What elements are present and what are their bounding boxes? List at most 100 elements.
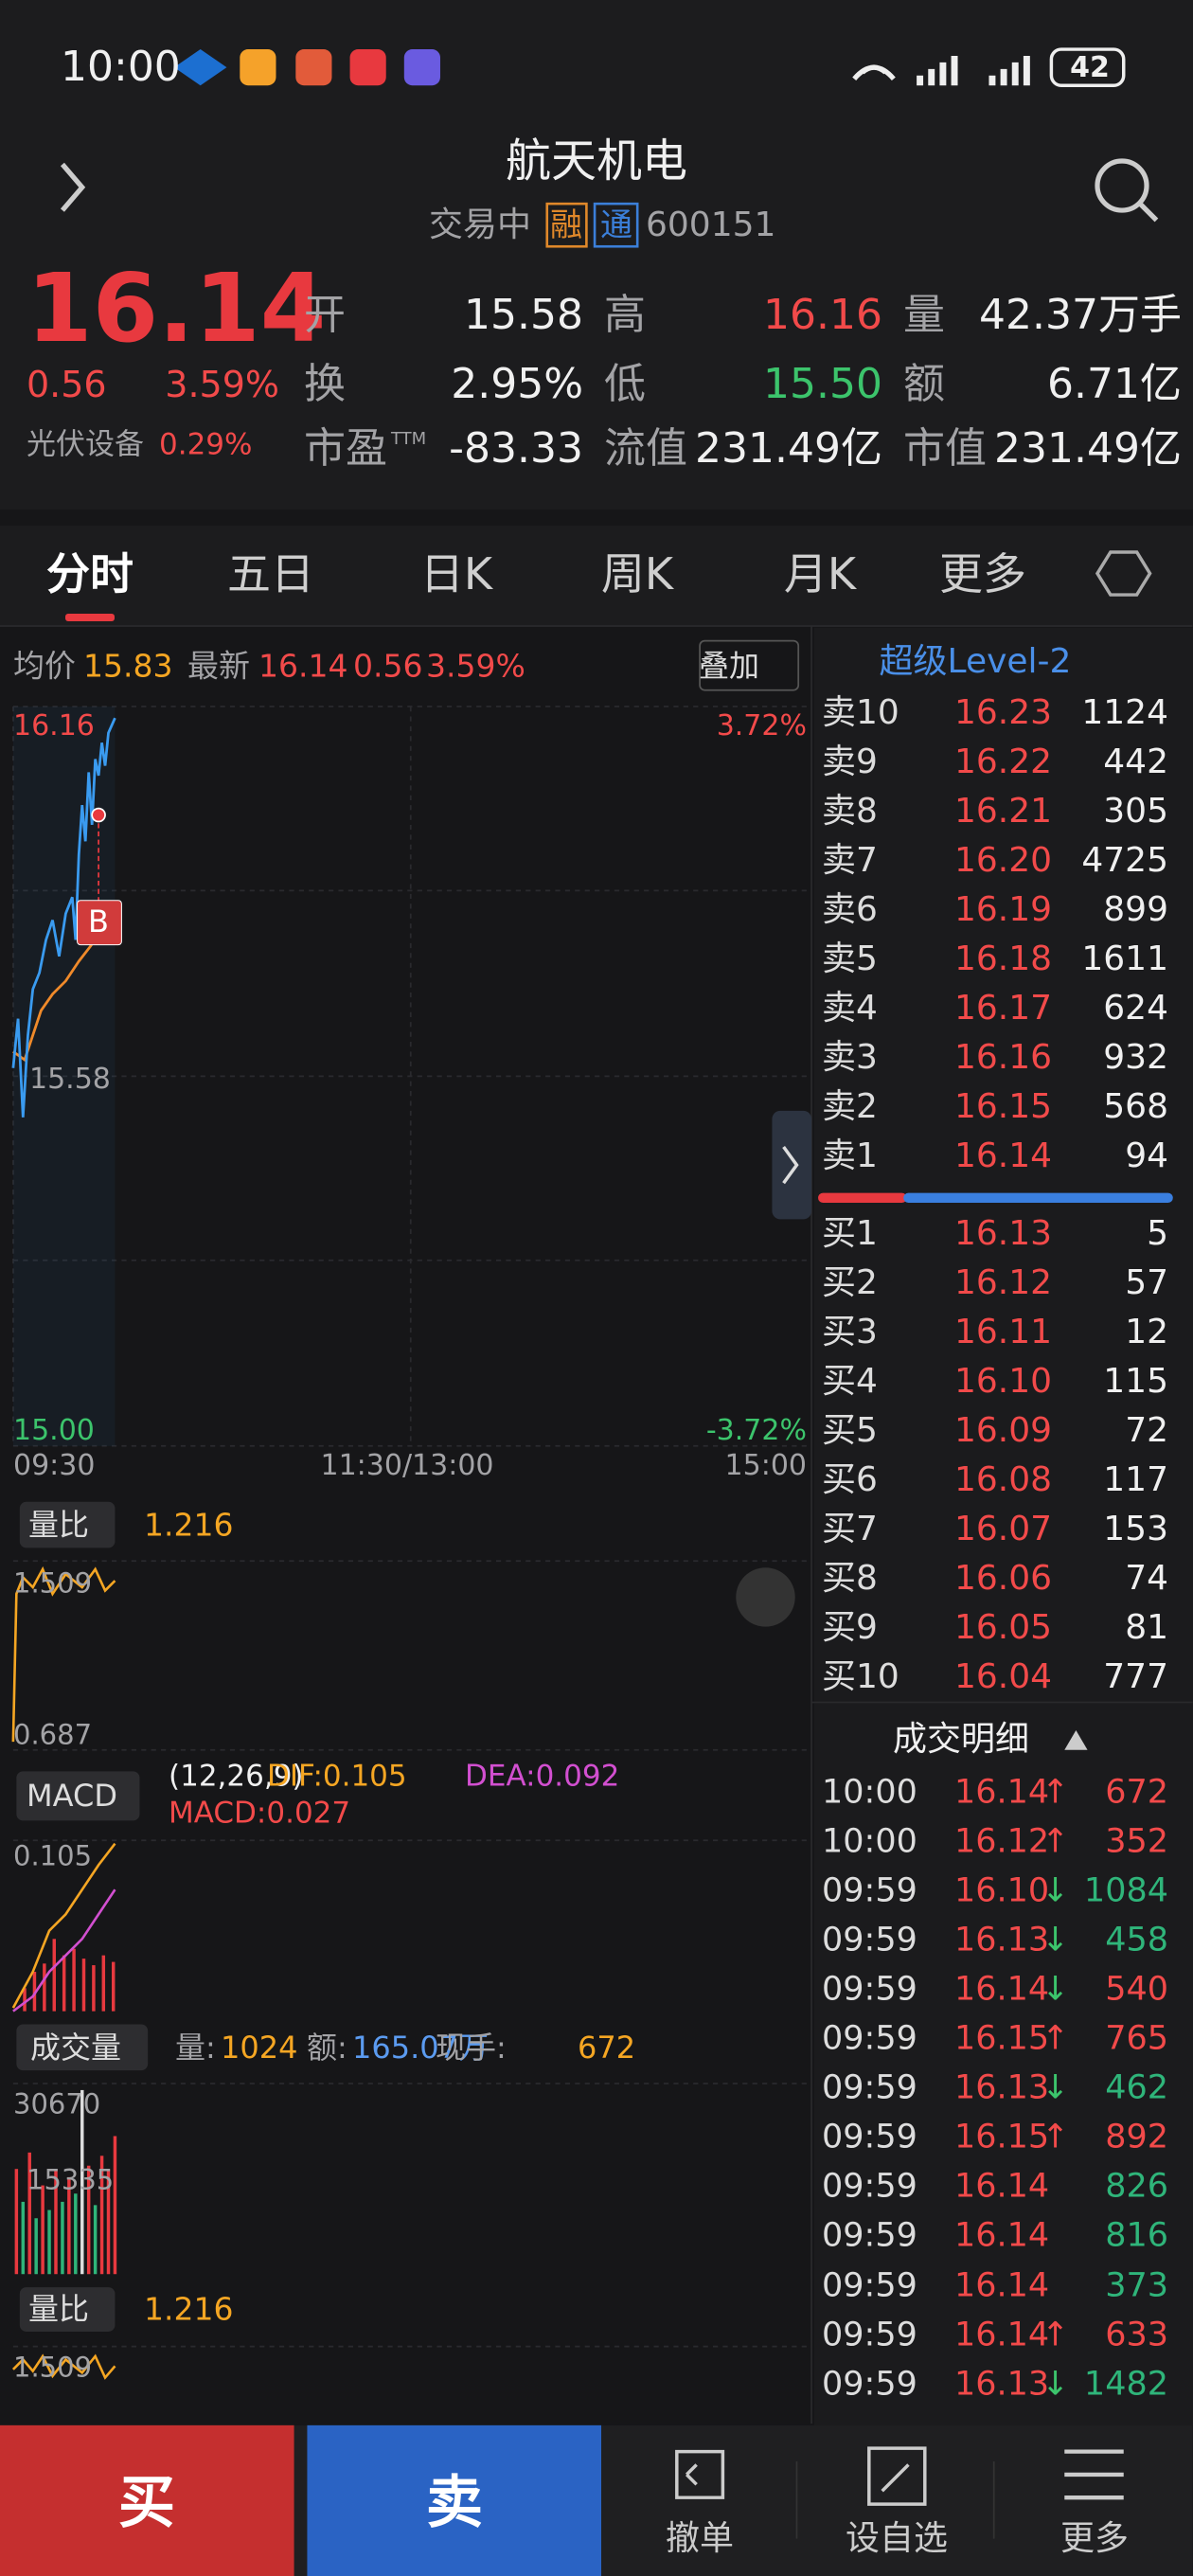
dif: DIF:0.105 [267,1759,407,1794]
trade-time: 10:00 [822,1822,917,1861]
shape [106,2169,111,2275]
trade-direction: ↑ [1042,2118,1070,2156]
tab[interactable]: 五日 [227,548,314,599]
latest-pct: 3.59% [426,647,525,685]
app-icon [295,49,332,86]
signal [917,55,1030,86]
book-volume: 5 [1147,1214,1168,1253]
stat-value: 2.95% [451,360,583,408]
change-pct: 3.59% [165,364,279,405]
shape [72,1948,76,2012]
book-volume: 57 [1125,1263,1168,1303]
tab[interactable]: 月K [783,548,857,599]
book-volume: 12 [1125,1313,1168,1352]
trade-price: 16.13 [954,2068,1050,2107]
stat-label: 高 [604,291,646,339]
trade-volume: 892 [1105,2118,1168,2156]
sell-button[interactable] [307,2424,602,2576]
app-icon [240,49,276,86]
buy-button[interactable] [0,2424,294,2576]
x-label: 15:00 [724,1449,807,1482]
book-label: 买9 [822,1608,878,1648]
level2-link[interactable]: 超级Level-2 [879,642,1072,681]
search[interactable] [1095,158,1149,213]
app-icon [403,49,440,86]
avg-label: 均价 [13,647,76,685]
book-label: 买2 [822,1263,878,1303]
shape [111,1961,116,2012]
change: 0.56 [27,364,107,405]
book-volume: 305 [1103,792,1168,832]
icon [867,2446,927,2506]
ratio-line [11,2353,116,2380]
sector[interactable]: 光伏设备 [27,427,144,462]
shape [67,2176,71,2275]
trade-time: 09:59 [822,1871,917,1910]
hand-value: 672 [578,2030,636,2066]
stat-label: 额 [903,360,945,408]
tab[interactable]: 日K [419,548,493,599]
panel-label[interactable]: MACD [27,1778,117,1814]
label-box[interactable] [16,1771,140,1821]
back[interactable] [60,162,86,212]
book-price: 16.13 [954,1214,1053,1253]
latest-label: 最新 [187,647,250,685]
trades-title[interactable]: 成交明细 [892,1720,1030,1759]
trade-time: 09:59 [822,1921,917,1959]
panel-label[interactable]: 成交量 [29,2030,122,2066]
wifi [852,64,896,81]
trade-direction: ↓ [1042,1970,1070,2009]
dea: DEA:0.092 [465,1759,620,1794]
stock-name: 航天机电 [505,134,688,188]
x-label: 11:30/13:00 [320,1449,494,1482]
tab[interactable]: 周K [600,548,674,599]
fullscreen[interactable] [736,1567,795,1627]
tab[interactable]: 更多 [939,548,1026,599]
toolbar-button[interactable]: 撤单 [665,2519,735,2558]
expand[interactable] [772,1110,812,1220]
panel-label[interactable]: 量比 [27,1507,90,1543]
book-volume: 568 [1103,1087,1168,1127]
volume-bars [14,2089,117,2275]
price: 16.14 [27,253,327,364]
book-label: 买3 [822,1313,878,1352]
toolbar-button[interactable]: 更多 [1059,2519,1130,2558]
book-price: 16.18 [954,939,1053,979]
stat-value: 15.58 [464,291,583,339]
trade-volume: 373 [1105,2266,1168,2304]
overlay-button[interactable] [699,639,800,691]
label-box[interactable] [19,1501,116,1548]
toolbar-button[interactable]: 设自选 [845,2519,949,2558]
sell-label[interactable]: 卖 [426,2470,483,2536]
book-label: 卖10 [822,693,899,732]
shape [61,2201,64,2275]
book-label: 卖7 [822,841,878,881]
book-price: 16.17 [954,989,1053,1029]
buy-label[interactable]: 买 [118,2470,175,2536]
stat-value: -83.33 [449,424,583,473]
ratio-bar-ask [818,1192,907,1204]
shape [21,2201,26,2275]
dif-line [11,1842,116,2009]
stat-value: 231.49亿 [695,424,882,473]
label-box[interactable] [16,2024,149,2071]
book-price: 16.09 [954,1411,1053,1451]
book-volume: 115 [1103,1362,1168,1402]
macd-value: MACD:0.027 [169,1796,351,1831]
settings[interactable] [1095,550,1152,597]
shape [14,2169,19,2275]
book-volume: 94 [1125,1136,1168,1176]
book-label: 卖5 [822,939,878,979]
shape [113,2136,117,2275]
search-handle [1138,202,1159,223]
label-box[interactable] [19,2287,116,2332]
book-price: 16.23 [954,693,1053,732]
panel-label[interactable]: 量比 [27,2291,90,2327]
book-price: 16.22 [954,742,1053,782]
dea-line [12,1888,116,2012]
tab[interactable]: 分时 [46,548,134,599]
overlay[interactable]: 叠加 [698,648,760,684]
clock: 10:00 [61,43,181,91]
book-label: 买7 [822,1510,878,1549]
